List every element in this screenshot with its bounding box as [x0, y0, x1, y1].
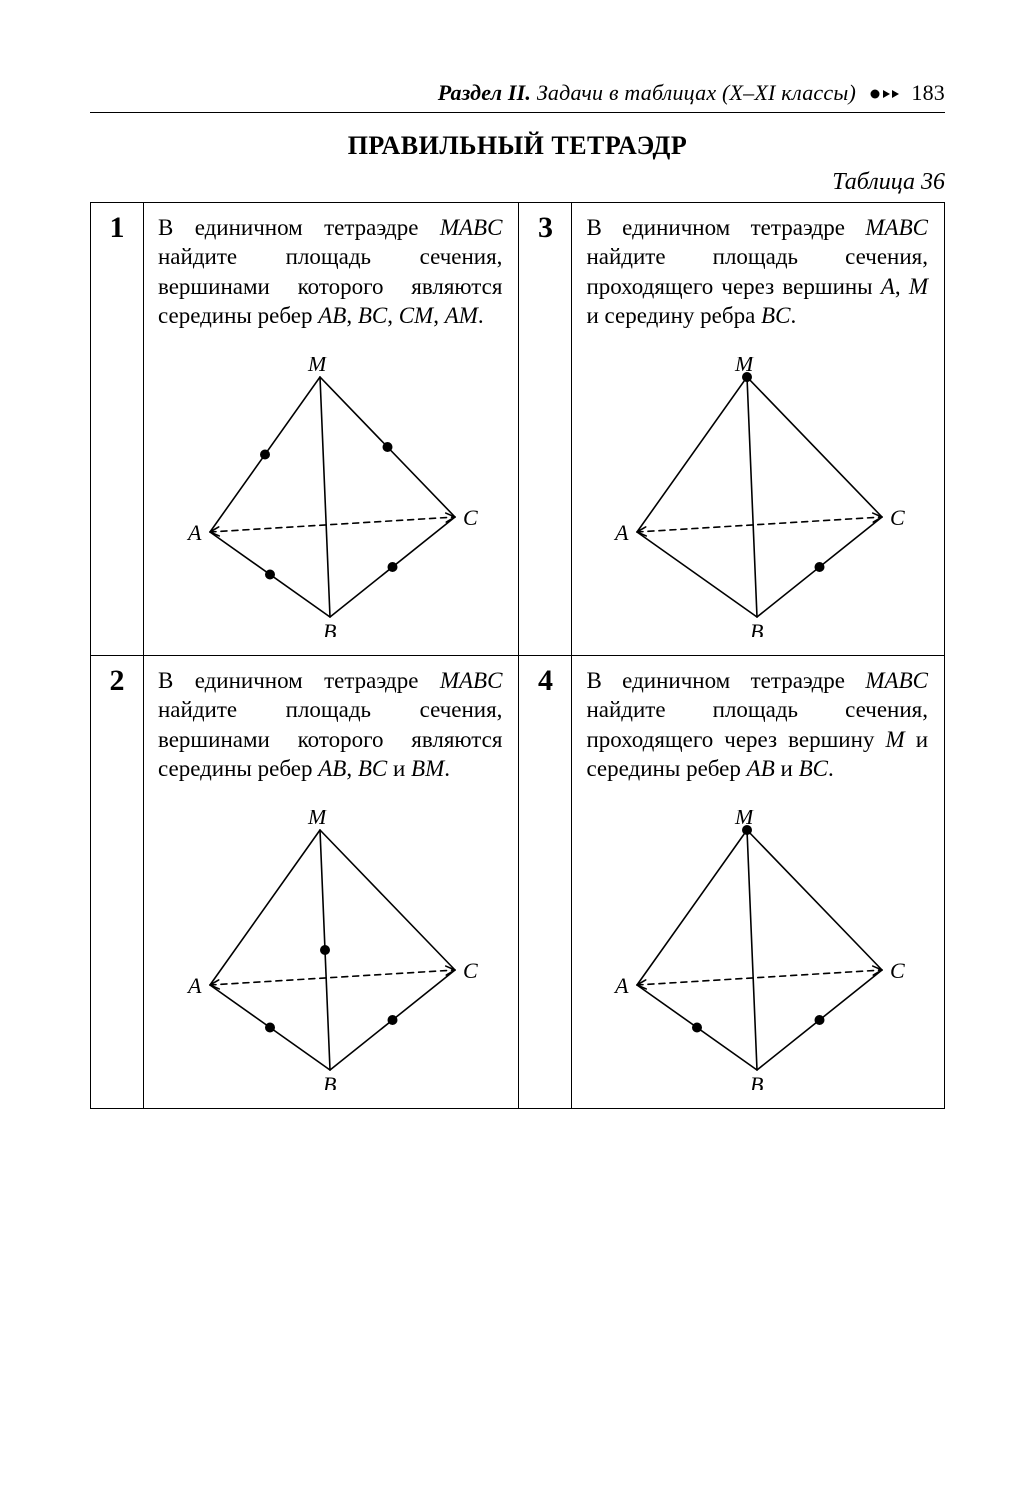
problem-text: В единичном тетраэдре MABC найдите площа…	[158, 666, 502, 784]
problem-cell: В единичном тетраэдре MABC найдите площа…	[144, 203, 519, 656]
svg-text:B: B	[323, 619, 336, 637]
svg-text:C: C	[463, 958, 478, 983]
svg-text:M: M	[734, 357, 755, 376]
svg-text:M: M	[734, 810, 755, 829]
svg-text:B: B	[750, 619, 763, 637]
page-title: ПРАВИЛЬНЫЙ ТЕТРАЭДР	[90, 131, 945, 161]
problem-cell: В единичном тетраэдре MABC найдите площа…	[144, 655, 519, 1108]
running-header: Раздел II. Задачи в таблицах (X–XI класс…	[90, 80, 945, 113]
problem-number: 1	[91, 203, 144, 656]
svg-text:B: B	[750, 1072, 763, 1090]
tetrahedron-figure: A B C M	[607, 357, 907, 637]
svg-text:M: M	[307, 357, 328, 376]
svg-text:C: C	[890, 505, 905, 530]
svg-text:A: A	[186, 973, 202, 998]
svg-text:A: A	[613, 973, 629, 998]
problem-text: В единичном тетраэдре MABC найдите площа…	[586, 666, 928, 784]
problem-table: 1 В единичном тетраэдре MABC найдите пло…	[90, 202, 945, 1109]
problem-cell: В единичном тетраэдре MABC найдите площа…	[572, 655, 945, 1108]
header-bullet-icon	[868, 87, 902, 101]
problem-text: В единичном тетраэдре MABC найдите площа…	[158, 213, 502, 331]
svg-text:A: A	[613, 520, 629, 545]
page-number: 183	[911, 80, 945, 105]
problem-number: 2	[91, 655, 144, 1108]
tetrahedron-figure: A B C M	[607, 810, 907, 1090]
problem-text: В единичном тетраэдре MABC найдите площа…	[586, 213, 928, 331]
svg-text:C: C	[463, 505, 478, 530]
problem-number: 4	[519, 655, 572, 1108]
problem-number: 3	[519, 203, 572, 656]
svg-text:C: C	[890, 958, 905, 983]
tetrahedron-figure: A B C M	[180, 357, 480, 637]
svg-text:M: M	[307, 810, 328, 829]
tetrahedron-figure: A B C M	[180, 810, 480, 1090]
table-label: Таблица 36	[90, 169, 945, 196]
svg-text:A: A	[186, 520, 202, 545]
section-subtitle: Задачи в таблицах (X–XI классы)	[537, 80, 856, 105]
svg-text:B: B	[323, 1072, 336, 1090]
problem-cell: В единичном тетраэдре MABC найдите площа…	[572, 203, 945, 656]
section-label: Раздел II.	[438, 80, 531, 105]
